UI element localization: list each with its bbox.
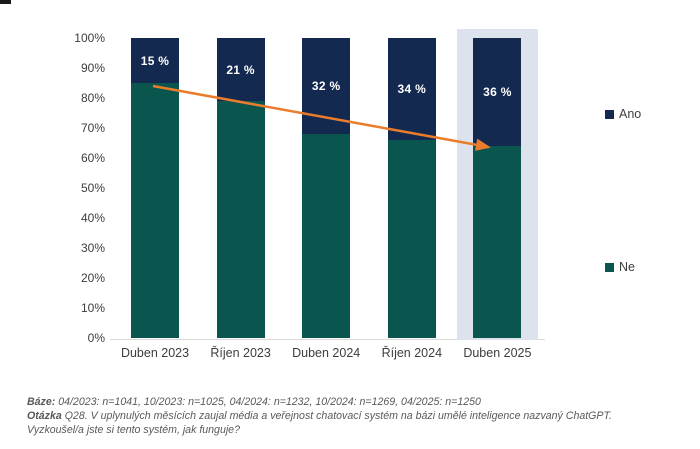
data-label: 21 % [226, 62, 255, 77]
legend-item-ne: Ne [605, 260, 635, 274]
segment-ano: 34 % [387, 38, 436, 140]
y-tick-label: 60% [80, 151, 105, 165]
bar-říjen-2024: 34 % [387, 38, 436, 338]
footnote-question-text2: Vyzkoušel/a jste si tento systém, jak fu… [27, 423, 240, 436]
y-tick-label: 100% [74, 31, 105, 45]
x-axis-line [110, 339, 545, 340]
x-tick-label: Říjen 2024 [381, 346, 443, 360]
y-tick-label: 40% [80, 211, 105, 225]
footnote-question-line2: Vyzkoušel/a jste si tento systém, jak fu… [27, 424, 687, 438]
segment-ne [387, 140, 436, 338]
bar-duben-2024: 32 % [302, 38, 351, 338]
legend-item-ano: Ano [605, 107, 641, 121]
x-tick-label: Duben 2024 [292, 346, 361, 360]
segment-ne [216, 101, 265, 338]
footnote-question-line: Otázka Q28. V uplynulých měsících zaujal… [27, 410, 687, 424]
x-tick-label: Duben 2025 [463, 346, 532, 360]
segment-ne [473, 146, 522, 338]
legend-swatch-ano [605, 109, 614, 119]
data-label: 32 % [311, 79, 341, 93]
footnote-question-text: Q28. V uplynulých měsících zaujal média … [61, 409, 612, 422]
legend-swatch-ne [605, 262, 614, 272]
data-label: 34 % [397, 82, 427, 96]
x-tick-label: Duben 2023 [120, 346, 190, 360]
legend-label-ano: Ano [619, 107, 642, 121]
x-tick-label: Říjen 2023 [210, 346, 271, 360]
y-tick-label: 20% [80, 271, 105, 285]
y-tick-label: 0% [87, 331, 105, 345]
y-tick-label: 30% [80, 241, 105, 255]
footnote-question-label: Otázka [27, 409, 62, 422]
y-tick-label: 10% [80, 301, 105, 315]
y-tick-label: 90% [80, 61, 105, 75]
y-tick-label: 50% [80, 181, 105, 195]
data-label: 15 % [140, 53, 170, 68]
y-tick-label: 70% [80, 121, 105, 135]
footnote-base-line: Báze: 04/2023: n=1041, 10/2023: n=1025, … [27, 396, 687, 410]
bar-říjen-2023: 21 % [216, 38, 265, 338]
bar-duben-2023: 15 % [131, 38, 179, 338]
segment-ne [131, 83, 179, 338]
bar-duben-2025: 36 % [473, 38, 522, 338]
footnote-base-label: Báze: [27, 396, 56, 408]
segment-ano: 15 % [131, 38, 179, 83]
segment-ano: 36 % [473, 38, 522, 146]
data-label: 36 % [483, 85, 512, 99]
corner-mark [0, 0, 11, 4]
footnote-base-text: 04/2023: n=1041, 10/2023: n=1025, 04/202… [55, 396, 481, 408]
segment-ano: 32 % [302, 38, 351, 134]
segment-ano: 21 % [216, 38, 265, 101]
footnote: Báze: 04/2023: n=1041, 10/2023: n=1025, … [27, 396, 687, 437]
y-tick-label: 80% [80, 91, 105, 105]
legend-label-ne: Ne [619, 260, 635, 274]
segment-ne [302, 134, 351, 338]
